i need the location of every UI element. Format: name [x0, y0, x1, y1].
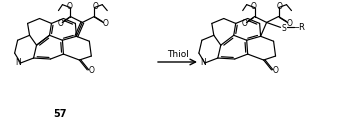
Text: 57: 57 — [54, 109, 67, 119]
Text: O: O — [92, 2, 98, 11]
Text: O: O — [276, 2, 283, 11]
Text: N: N — [200, 58, 206, 68]
Text: O: O — [242, 19, 248, 28]
Text: −R: −R — [292, 23, 305, 32]
Text: O: O — [67, 2, 72, 11]
Text: O: O — [287, 19, 292, 28]
Text: O: O — [273, 66, 279, 75]
Text: S: S — [281, 24, 286, 33]
Text: O: O — [88, 66, 94, 75]
Text: N: N — [16, 58, 22, 68]
Text: O: O — [102, 19, 108, 28]
Text: O: O — [57, 19, 64, 28]
Text: Thiol: Thiol — [167, 50, 189, 59]
Text: O: O — [251, 2, 257, 11]
